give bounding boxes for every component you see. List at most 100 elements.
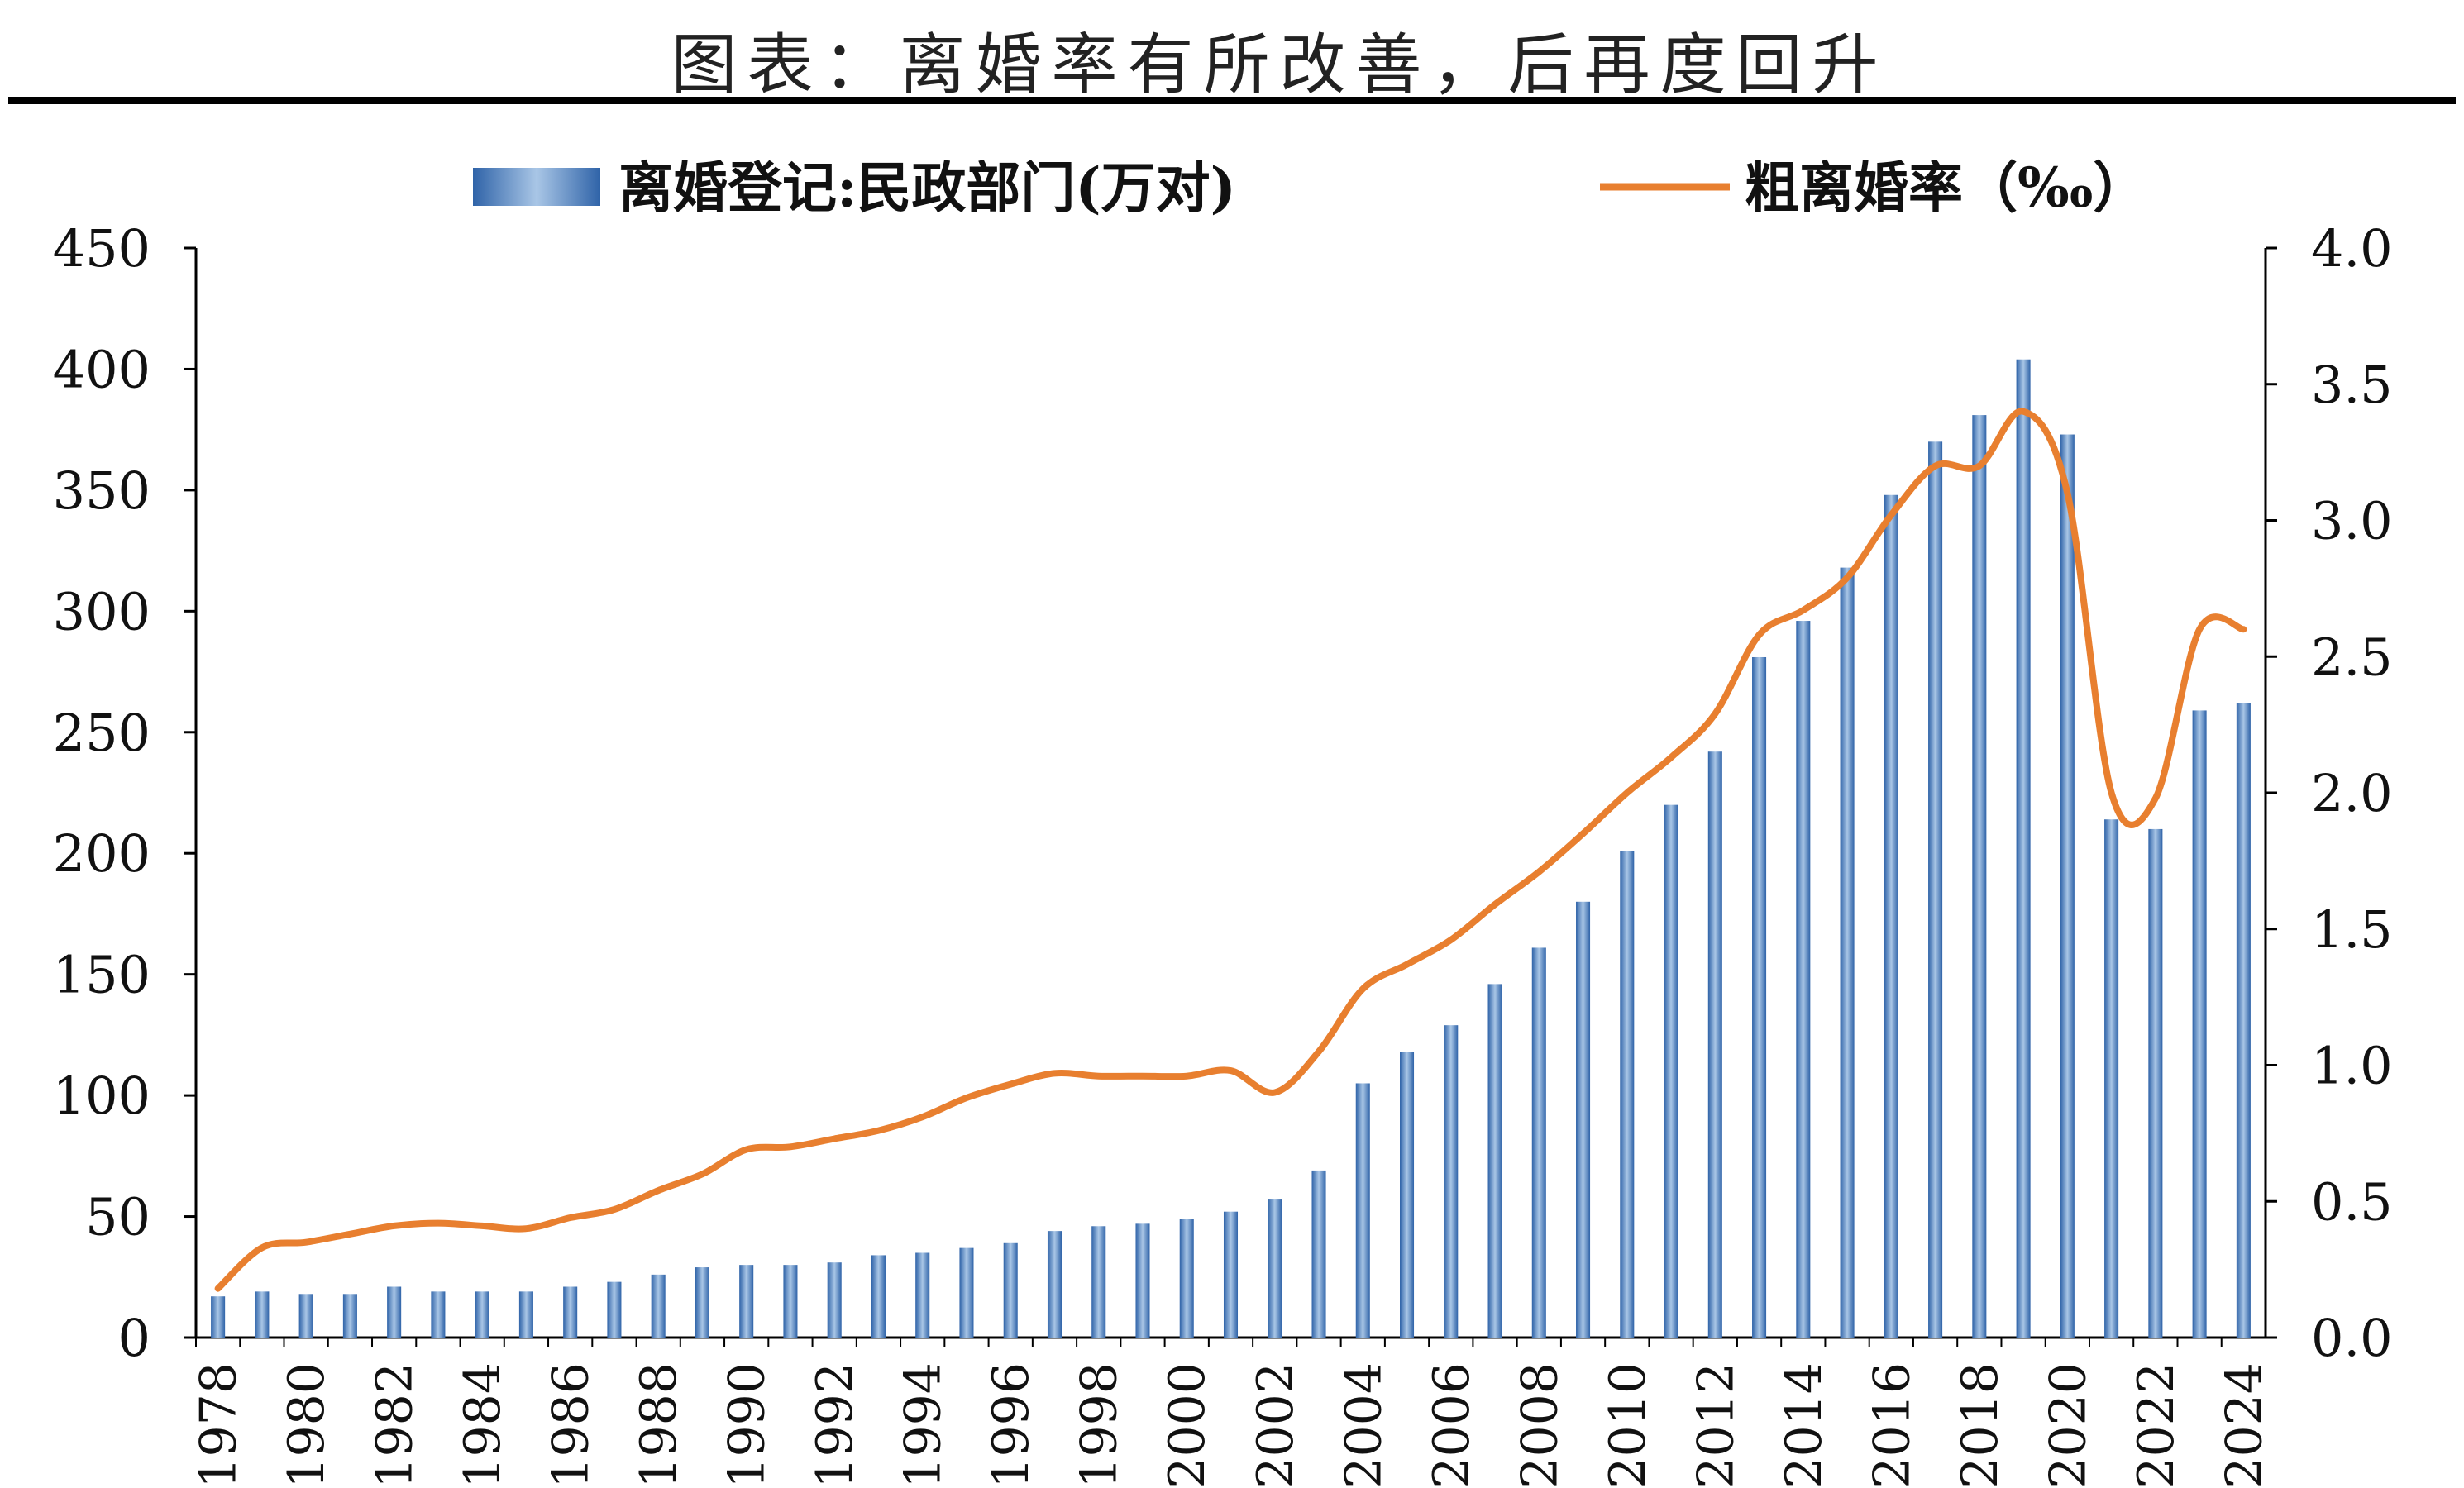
bar-1988 — [651, 1274, 666, 1338]
rate-point-2023 — [2198, 627, 2202, 632]
bar-2007 — [1487, 984, 1502, 1338]
rate-point-2013 — [1757, 632, 1761, 637]
right-tick-label: 0.0 — [2311, 1308, 2393, 1368]
right-tick-label: 1.5 — [2311, 899, 2393, 960]
left-tick-label: 200 — [53, 823, 150, 884]
bar-1996 — [1003, 1242, 1018, 1338]
rate-point-2004 — [1361, 987, 1365, 991]
bar-1990 — [739, 1265, 754, 1338]
legend: 离婚登记:民政部门(万对) 粗离婚率（‰） — [473, 155, 2147, 220]
rate-point-1986 — [568, 1216, 572, 1220]
bar-1998 — [1091, 1226, 1106, 1338]
x-tick-label: 2012 — [1687, 1362, 1745, 1488]
rate-point-1988 — [657, 1189, 661, 1193]
rate-point-2016 — [1889, 513, 1893, 517]
rate-point-2019 — [2022, 409, 2026, 413]
rate-point-1994 — [920, 1115, 924, 1119]
bar-2023 — [2192, 710, 2207, 1338]
x-tick-label: 2014 — [1775, 1362, 1833, 1488]
legend-bar-label: 离婚登记:民政部门(万对) — [618, 155, 1236, 220]
bar-2000 — [1179, 1219, 1194, 1338]
rate-point-1985 — [524, 1227, 528, 1231]
bar-2015 — [1840, 567, 1855, 1338]
legend-line-label: 粗离婚率（‰） — [1745, 155, 2147, 220]
x-tick-label: 2010 — [1599, 1362, 1657, 1488]
rate-point-1998 — [1096, 1074, 1101, 1078]
rate-point-2015 — [1846, 575, 1850, 579]
x-tick-label: 2002 — [1247, 1362, 1305, 1488]
rate-point-1982 — [392, 1223, 396, 1228]
x-tick-label: 1984 — [454, 1362, 512, 1488]
rate-point-2001 — [1229, 1069, 1233, 1073]
bar-2009 — [1576, 901, 1591, 1338]
bar-2020 — [2060, 434, 2075, 1338]
bar-2011 — [1664, 804, 1678, 1338]
rate-point-1978 — [216, 1286, 220, 1290]
left-axis-ticks: 0 50 100 150 200 250 300 350 400 450 — [53, 218, 196, 1368]
right-tick-label: 2.5 — [2311, 627, 2393, 687]
bar-1997 — [1047, 1231, 1062, 1338]
rate-point-1984 — [480, 1223, 485, 1228]
rate-point-2000 — [1185, 1074, 1189, 1078]
bar-1981 — [342, 1294, 357, 1338]
rate-point-1991 — [788, 1145, 792, 1149]
bar-1995 — [959, 1247, 974, 1338]
bar-2013 — [1752, 656, 1767, 1338]
right-tick-label: 2.0 — [2311, 763, 2393, 823]
rate-point-1999 — [1140, 1074, 1144, 1078]
x-tick-label: 1980 — [278, 1362, 336, 1488]
rate-point-2010 — [1625, 791, 1629, 794]
bar-2016 — [1884, 494, 1898, 1338]
bar-2019 — [2016, 359, 2031, 1338]
rate-point-1996 — [1009, 1082, 1013, 1086]
rate-point-1997 — [1053, 1071, 1057, 1075]
x-tick-label: 2008 — [1511, 1362, 1569, 1488]
rate-point-2020 — [2065, 491, 2070, 495]
left-tick-label: 250 — [53, 703, 150, 763]
bar-2017 — [1928, 441, 1943, 1338]
left-tick-label: 450 — [53, 218, 150, 279]
left-tick-label: 300 — [53, 581, 150, 641]
x-tick-label: 1996 — [982, 1362, 1040, 1488]
bar-1979 — [255, 1291, 270, 1338]
chart-title: 图表：离婚率有所改善，后再度回升 — [671, 26, 1889, 103]
bar-1982 — [387, 1286, 402, 1338]
x-tick-label: 2006 — [1423, 1362, 1481, 1488]
x-tick-label: 2020 — [2039, 1362, 2097, 1488]
rate-point-2007 — [1493, 903, 1497, 907]
right-tick-label: 0.5 — [2311, 1171, 2393, 1232]
right-axis-ticks: 0.0 0.5 1.0 1.5 2.0 2.5 3.0 3.5 4.0 — [2266, 218, 2393, 1368]
bar-1989 — [695, 1267, 709, 1338]
bar-1984 — [475, 1291, 489, 1338]
x-tick-label: 1998 — [1071, 1362, 1129, 1488]
rate-point-2002 — [1273, 1090, 1277, 1095]
bar-2004 — [1355, 1083, 1370, 1338]
x-tick-label: 2024 — [2215, 1362, 2273, 1488]
rate-point-2011 — [1669, 756, 1674, 760]
right-tick-label: 4.0 — [2311, 218, 2393, 279]
x-tick-label: 1992 — [806, 1362, 864, 1488]
bar-1985 — [518, 1291, 533, 1338]
bar-2022 — [2148, 828, 2163, 1338]
legend-bar-swatch — [473, 168, 600, 206]
rate-point-1993 — [876, 1128, 881, 1133]
bar-1986 — [563, 1286, 578, 1338]
rate-point-2021 — [2109, 791, 2113, 794]
x-tick-label: 2000 — [1158, 1362, 1216, 1488]
rate-point-2022 — [2153, 796, 2157, 800]
rate-point-1980 — [304, 1240, 308, 1244]
rate-point-1983 — [436, 1221, 440, 1225]
bar-1994 — [915, 1252, 930, 1338]
x-tick-label: 1994 — [895, 1362, 953, 1488]
x-tick-label: 1978 — [190, 1362, 248, 1488]
rate-point-2005 — [1405, 962, 1409, 966]
bar-2024 — [2236, 703, 2251, 1338]
right-tick-label: 3.5 — [2311, 355, 2393, 415]
rate-point-1995 — [964, 1096, 968, 1100]
bar-1987 — [607, 1281, 622, 1338]
x-tick-label: 1986 — [542, 1362, 600, 1488]
bar-2003 — [1311, 1170, 1326, 1338]
x-tick-label: 2018 — [1951, 1362, 2009, 1488]
bar-1980 — [298, 1294, 313, 1338]
